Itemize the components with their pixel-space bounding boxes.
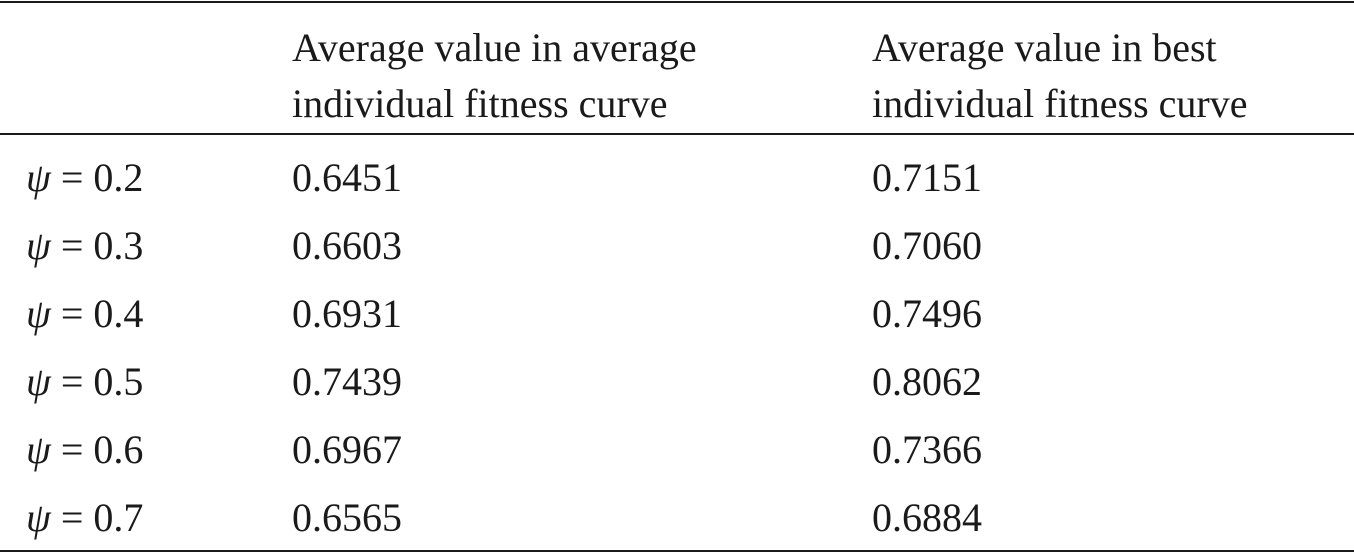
best-value: 0.8062 — [872, 359, 982, 404]
best-value: 0.7151 — [872, 155, 982, 200]
row-label: ψ = 0.4 — [26, 280, 143, 348]
header-best-fitness: Average value in best individual fitness… — [872, 20, 1247, 132]
row-label-value: = 0.2 — [60, 155, 144, 200]
avg-value: 0.6931 — [292, 291, 402, 336]
best-value: 0.6884 — [872, 495, 982, 540]
avg-value: 0.6967 — [292, 427, 402, 472]
avg-value: 0.7439 — [292, 359, 402, 404]
psi-symbol: ψ — [26, 495, 51, 540]
row-label: ψ = 0.5 — [26, 348, 143, 416]
psi-symbol: ψ — [26, 427, 51, 472]
psi-symbol: ψ — [26, 359, 51, 404]
psi-symbol: ψ — [26, 291, 51, 336]
bottom-rule — [0, 550, 1354, 552]
row-label: ψ = 0.2 — [26, 144, 143, 212]
avg-value: 0.6565 — [292, 495, 402, 540]
top-rule — [0, 1, 1354, 3]
table-row: ψ = 0.4 0.6931 0.7496 — [0, 280, 1354, 348]
header-line: Average value in average — [292, 25, 697, 70]
table-row: ψ = 0.6 0.6967 0.7366 — [0, 416, 1354, 484]
header-line: individual fitness curve — [292, 81, 668, 126]
avg-value: 0.6603 — [292, 223, 402, 268]
best-value: 0.7366 — [872, 427, 982, 472]
row-label: ψ = 0.3 — [26, 212, 143, 280]
row-label-value: = 0.5 — [60, 359, 144, 404]
table-row: ψ = 0.3 0.6603 0.7060 — [0, 212, 1354, 280]
table-row: ψ = 0.2 0.6451 0.7151 — [0, 144, 1354, 212]
row-label-value: = 0.3 — [60, 223, 144, 268]
header-rule — [0, 133, 1354, 135]
table-row: ψ = 0.7 0.6565 0.6884 — [0, 484, 1354, 552]
psi-symbol: ψ — [26, 155, 51, 200]
avg-value: 0.6451 — [292, 155, 402, 200]
row-label: ψ = 0.6 — [26, 416, 143, 484]
row-label: ψ = 0.7 — [26, 484, 143, 552]
row-label-value: = 0.7 — [60, 495, 144, 540]
psi-symbol: ψ — [26, 223, 51, 268]
row-label-value: = 0.6 — [60, 427, 144, 472]
table-row: ψ = 0.5 0.7439 0.8062 — [0, 348, 1354, 416]
best-value: 0.7060 — [872, 223, 982, 268]
best-value: 0.7496 — [872, 291, 982, 336]
header-line: Average value in best — [872, 25, 1217, 70]
header-average-fitness: Average value in average individual fitn… — [292, 20, 697, 132]
row-label-value: = 0.4 — [60, 291, 144, 336]
header-line: individual fitness curve — [872, 81, 1248, 126]
